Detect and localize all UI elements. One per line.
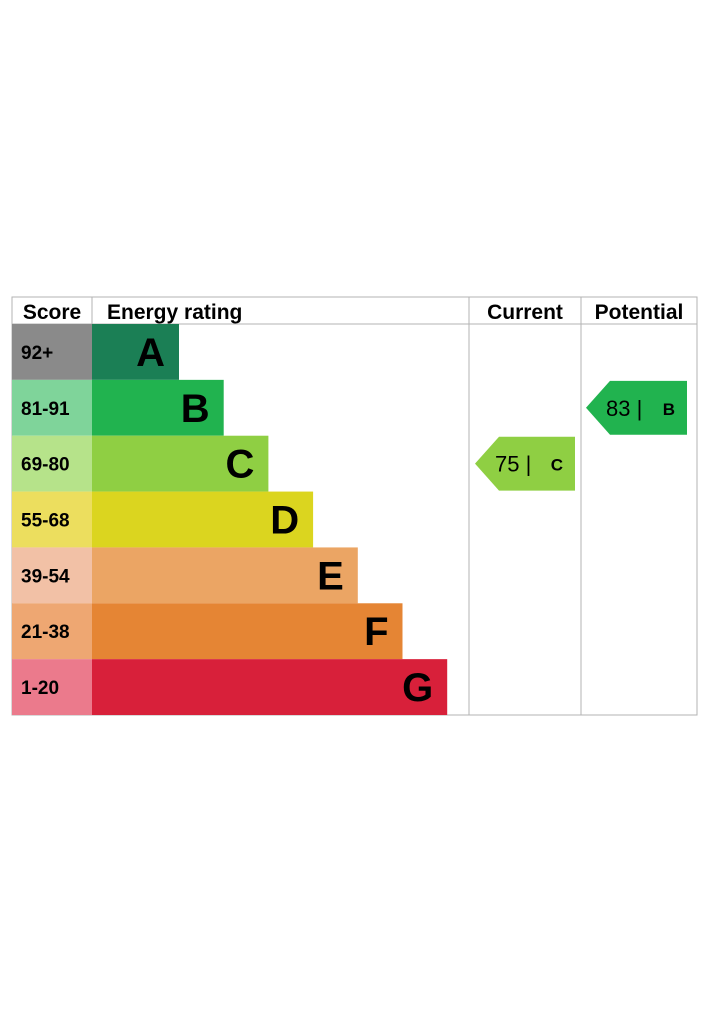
potential-header: Potential [595, 301, 684, 324]
current-band: C [551, 456, 563, 475]
band-bar-g [92, 659, 448, 715]
rating-arrows: 75 | C 83 | B [475, 380, 687, 491]
score-range-c: 69-80 [21, 455, 70, 476]
band-bar-c [92, 435, 269, 492]
band-letter-e: E [317, 554, 344, 598]
score-range-f: 21-38 [21, 622, 70, 643]
band-letter-a: A [136, 331, 165, 375]
score-header: Score [23, 301, 81, 324]
potential-arrow [586, 380, 687, 435]
rating-bands: 92+ A 81-91 B 69-80 C 55-68 D 39-54 E 21-38 F 1-20 G [12, 324, 448, 715]
band-bar-a [92, 324, 179, 380]
band-bar-b [92, 379, 224, 436]
band-letter-d: D [270, 498, 299, 542]
band-bar-d [92, 491, 314, 548]
potential-value: 83 | [606, 396, 642, 421]
score-cell-a [12, 324, 92, 380]
energy-rating-header: Energy rating [107, 301, 242, 324]
score-cell-c [12, 435, 92, 492]
score-cell-d [12, 491, 92, 548]
band-letter-f: F [364, 610, 388, 654]
current-arrow [475, 436, 575, 491]
band-bar-f [92, 603, 403, 660]
potential-band: B [663, 400, 675, 419]
score-cell-f [12, 603, 92, 660]
score-range-d: 55-68 [21, 510, 70, 531]
score-cell-e [12, 547, 92, 604]
score-cell-b [12, 379, 92, 436]
current-header: Current [487, 301, 563, 324]
band-bar-e [92, 547, 358, 604]
score-range-e: 39-54 [21, 566, 70, 587]
score-range-b: 81-91 [21, 399, 70, 420]
current-value: 75 | [495, 452, 531, 477]
score-range-a: 92+ [21, 343, 53, 364]
score-range-g: 1-20 [21, 678, 59, 699]
band-letter-b: B [181, 387, 210, 431]
band-letter-c: C [226, 443, 255, 487]
band-letter-g: G [402, 666, 433, 710]
score-cell-g [12, 659, 92, 715]
